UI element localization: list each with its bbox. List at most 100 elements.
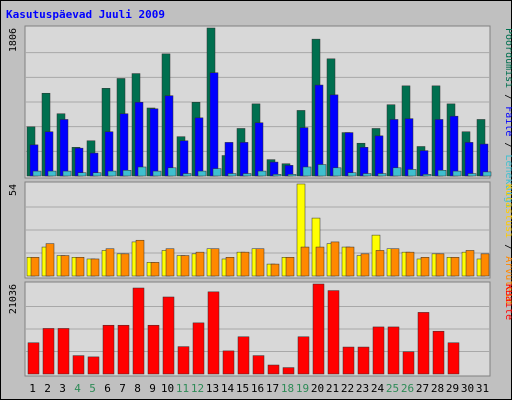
files-bar <box>149 108 159 177</box>
kbytes-bar <box>432 330 445 375</box>
legends: Pöördumisi / Faile / LehekülgiKülastusi … <box>503 28 512 320</box>
day-labels: 1 2 3 4 5 6 7 8 9 10 11 12 13 14 15 16 17 18 19 20 21 22 23 24 2… <box>29 382 489 395</box>
legend-text: Pöördumisi / Faile / Lehekülgi <box>503 28 512 209</box>
visitors-bar <box>45 243 55 277</box>
day-label: 23 <box>356 382 369 395</box>
visitors-bar <box>165 248 175 277</box>
kbytes-bar <box>417 312 430 375</box>
visitors-bar <box>300 246 310 277</box>
visitors-bar <box>345 246 355 277</box>
visitors-bar <box>225 257 235 277</box>
visitors-bar <box>240 251 250 277</box>
hits-ymax-label: 1806 <box>8 28 19 52</box>
legend-text: Külastusi / Arvuteid <box>503 184 512 304</box>
files-bar <box>419 150 429 177</box>
day-label: 27 <box>416 382 429 395</box>
day-label: 22 <box>341 382 354 395</box>
day-label: 31 <box>476 382 489 395</box>
files-bar <box>314 84 324 177</box>
day-label: 3 <box>59 382 66 395</box>
hits-bar <box>317 164 327 177</box>
kbytes-bar <box>252 355 265 375</box>
kbytes-bar <box>387 326 400 375</box>
kbytes-bar <box>147 324 160 375</box>
files-bar <box>404 118 414 177</box>
kbytes-bar <box>357 346 370 375</box>
day-label: 8 <box>134 382 141 395</box>
files-bar <box>224 142 234 177</box>
files-bar <box>434 119 444 177</box>
kbytes-bar <box>27 342 40 375</box>
visitors-bar <box>195 251 205 277</box>
hits-bar <box>212 168 222 177</box>
files-bar <box>59 119 69 177</box>
day-label: 2 <box>44 382 51 395</box>
kbytes-bar <box>327 290 340 375</box>
hits-bar <box>392 167 402 177</box>
visitors-bar <box>465 250 475 277</box>
files-bar <box>74 147 84 177</box>
day-label: 9 <box>149 382 156 395</box>
kbytes-bar <box>312 283 325 375</box>
day-label: 17 <box>266 382 279 395</box>
legend-item: Pöördumisi <box>503 28 512 88</box>
hits-bar <box>242 173 252 177</box>
hits-bar <box>482 171 492 177</box>
hits-bar <box>422 174 432 177</box>
hits-bar <box>332 167 342 177</box>
kbytes-bar <box>162 296 175 375</box>
files-bar <box>449 115 459 177</box>
visitors-bar <box>30 257 40 277</box>
visitors-bar <box>135 239 145 277</box>
visitors-bar <box>150 262 160 277</box>
kbytes-bar <box>177 346 190 375</box>
files-bar <box>344 132 354 177</box>
visitors-bar <box>405 251 415 277</box>
kbytes-bar <box>87 356 100 375</box>
visitors-bar <box>255 248 265 277</box>
day-label: 26 <box>401 382 414 395</box>
hits-bar <box>302 166 312 177</box>
kbytes-bar <box>402 351 415 375</box>
chart-title: Kasutuspäevad Juuli 2009 <box>6 8 165 21</box>
legend-text: KBaite <box>503 284 512 320</box>
hits-bar <box>62 170 72 177</box>
kbytes-bar <box>297 336 310 375</box>
hits-bar <box>407 169 417 177</box>
hits-bar <box>152 170 162 177</box>
day-label: 24 <box>371 382 385 395</box>
day-label: 1 <box>29 382 36 395</box>
hits-bar <box>77 172 87 177</box>
files-bar <box>359 147 369 177</box>
visitors-bar <box>375 250 385 277</box>
visitors-bar <box>180 255 190 277</box>
kbytes-bar <box>102 324 115 375</box>
visitors-bar <box>90 258 100 277</box>
day-label: 28 <box>431 382 444 395</box>
visitors-bar <box>75 257 85 277</box>
hits-bar <box>377 173 387 177</box>
hits-bar <box>47 170 57 177</box>
day-label: 12 <box>191 382 204 395</box>
files-bar <box>464 142 474 177</box>
kbytes-bar <box>207 291 220 375</box>
files-bar <box>179 140 189 177</box>
day-label: 16 <box>251 382 264 395</box>
day-label: 21 <box>326 382 339 395</box>
hits-bar <box>197 170 207 177</box>
kbytes-ymax-label: 21036 <box>8 284 19 314</box>
visitors-bar <box>120 253 130 277</box>
visitors-bar <box>450 257 460 277</box>
day-label: 10 <box>161 382 174 395</box>
day-label: 6 <box>104 382 111 395</box>
visitors-bar <box>270 263 280 277</box>
legend-item: / <box>503 88 512 106</box>
hits-bar <box>182 173 192 177</box>
day-label: 5 <box>89 382 96 395</box>
visitors-bar <box>210 248 220 277</box>
kbytes-bar <box>282 367 295 375</box>
hits-bar <box>257 170 267 177</box>
day-label: 29 <box>446 382 459 395</box>
hits-bar <box>362 173 372 177</box>
